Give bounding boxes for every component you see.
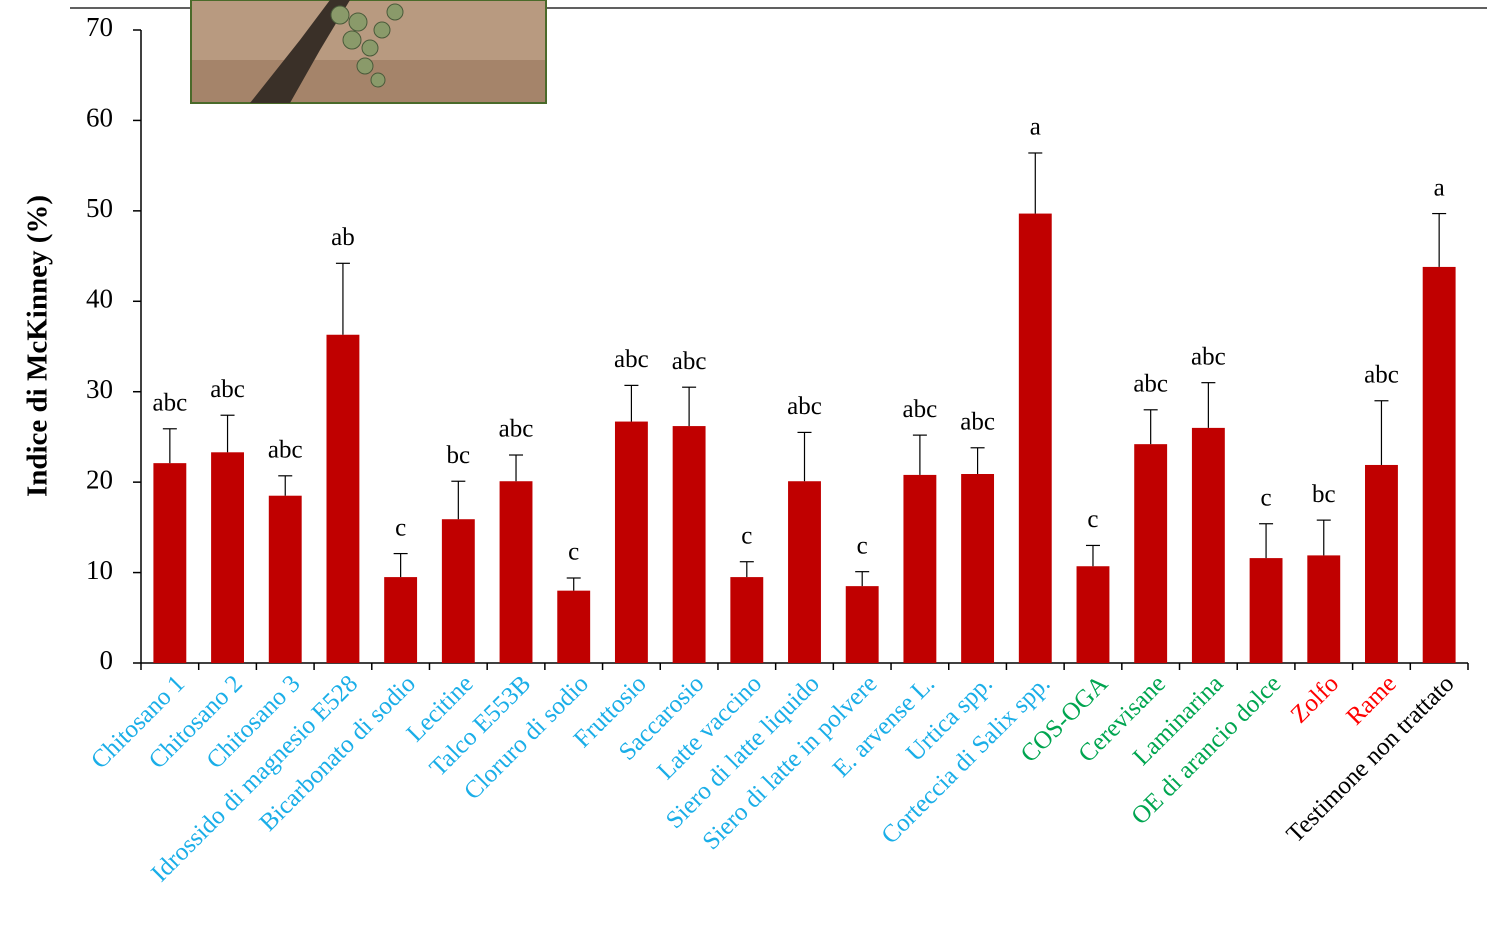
bar <box>845 586 879 663</box>
significance-letter: abc <box>960 409 995 436</box>
y-tick-label: 60 <box>86 103 113 133</box>
bar <box>1422 266 1456 663</box>
y-axis-title: Indice di McKinney (%) <box>22 195 54 497</box>
significance-letter: abc <box>672 348 707 375</box>
bar <box>1076 566 1110 663</box>
significance-letter: a <box>1030 114 1041 141</box>
significance-letter: abc <box>210 376 245 403</box>
significance-letter: abc <box>903 396 938 423</box>
significance-letter: abc <box>1364 361 1399 388</box>
significance-letter: c <box>568 539 579 566</box>
y-tick-label: 40 <box>86 283 113 313</box>
bar <box>441 519 475 663</box>
bar <box>961 474 995 663</box>
significance-letter: c <box>395 514 406 541</box>
bar <box>1249 558 1283 663</box>
bar <box>1191 427 1225 663</box>
bar <box>153 463 187 663</box>
y-tick-label: 20 <box>86 464 113 494</box>
bar <box>326 334 360 663</box>
bar <box>788 481 821 663</box>
significance-letter: abc <box>1133 371 1168 398</box>
bar <box>1134 444 1168 663</box>
significance-letter: c <box>1087 506 1098 533</box>
significance-letter: a <box>1434 174 1445 201</box>
x-tick-label: Zolfo <box>1286 670 1344 728</box>
photo-grapes <box>330 3 404 88</box>
y-tick-label: 70 <box>86 12 113 42</box>
y-tick-label: 0 <box>100 645 114 675</box>
bar <box>903 474 937 663</box>
significance-letter: bc <box>447 442 471 469</box>
significance-letter: abc <box>614 346 649 373</box>
bar <box>1365 464 1398 663</box>
significance-letter: bc <box>1312 481 1336 508</box>
significance-letter: abc <box>152 390 187 417</box>
bar <box>1307 555 1341 663</box>
y-tick-label: 50 <box>86 193 113 223</box>
significance-letter: abc <box>787 393 822 420</box>
photo-trunk <box>250 0 350 103</box>
bar <box>730 577 764 663</box>
bar <box>557 590 591 663</box>
y-tick-label: 30 <box>86 374 113 404</box>
significance-letter: abc <box>1191 343 1226 370</box>
photo <box>190 0 547 104</box>
significance-letter: c <box>741 522 752 549</box>
bar <box>614 421 648 663</box>
significance-letter: c <box>1261 484 1272 511</box>
bar <box>1018 213 1052 663</box>
significance-letter: abc <box>268 437 303 464</box>
significance-letter: abc <box>499 416 534 443</box>
y-tick-label: 10 <box>86 555 113 585</box>
bar <box>672 426 706 663</box>
bar <box>499 481 533 663</box>
bar <box>211 452 244 663</box>
significance-letter: c <box>857 532 868 559</box>
bar <box>384 577 418 663</box>
significance-letter: ab <box>331 224 355 251</box>
bar <box>268 495 302 663</box>
